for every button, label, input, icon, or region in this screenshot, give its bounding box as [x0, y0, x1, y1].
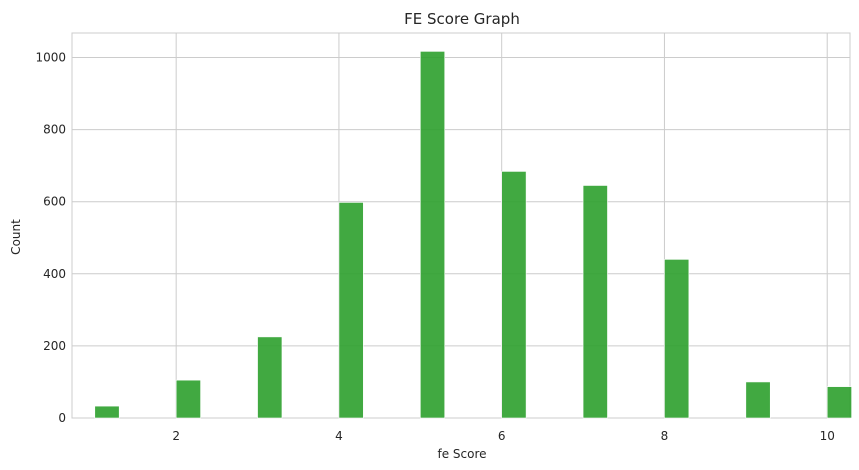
- x-tick-label: 2: [172, 429, 180, 443]
- y-axis-label: Count: [9, 219, 23, 255]
- x-tick-label: 8: [661, 429, 669, 443]
- y-tick-label: 1000: [35, 51, 66, 65]
- bar: [501, 171, 527, 419]
- x-axis-label: fe Score: [437, 447, 486, 461]
- grid: [71, 32, 851, 419]
- plot-frame: [71, 32, 851, 419]
- bar: [664, 259, 690, 419]
- bar: [420, 51, 446, 419]
- bar: [745, 381, 771, 419]
- x-ticks: 2 4 6 8 10: [172, 429, 835, 443]
- bar: [582, 185, 608, 419]
- bar: [257, 336, 283, 419]
- bar: [338, 202, 364, 419]
- bar: [94, 405, 120, 419]
- x-tick-label: 6: [498, 429, 506, 443]
- y-tick-label: 200: [43, 339, 66, 353]
- y-tick-label: 600: [43, 195, 66, 209]
- bars: [94, 51, 852, 419]
- bar: [175, 379, 201, 419]
- x-tick-label: 10: [820, 429, 835, 443]
- bar: [826, 386, 852, 419]
- y-ticks: 0 200 400 600 800 1000: [35, 51, 66, 425]
- y-tick-label: 800: [43, 123, 66, 137]
- y-tick-label: 0: [58, 411, 66, 425]
- y-tick-label: 400: [43, 267, 66, 281]
- x-tick-label: 4: [335, 429, 343, 443]
- chart-title: FE Score Graph: [404, 10, 520, 28]
